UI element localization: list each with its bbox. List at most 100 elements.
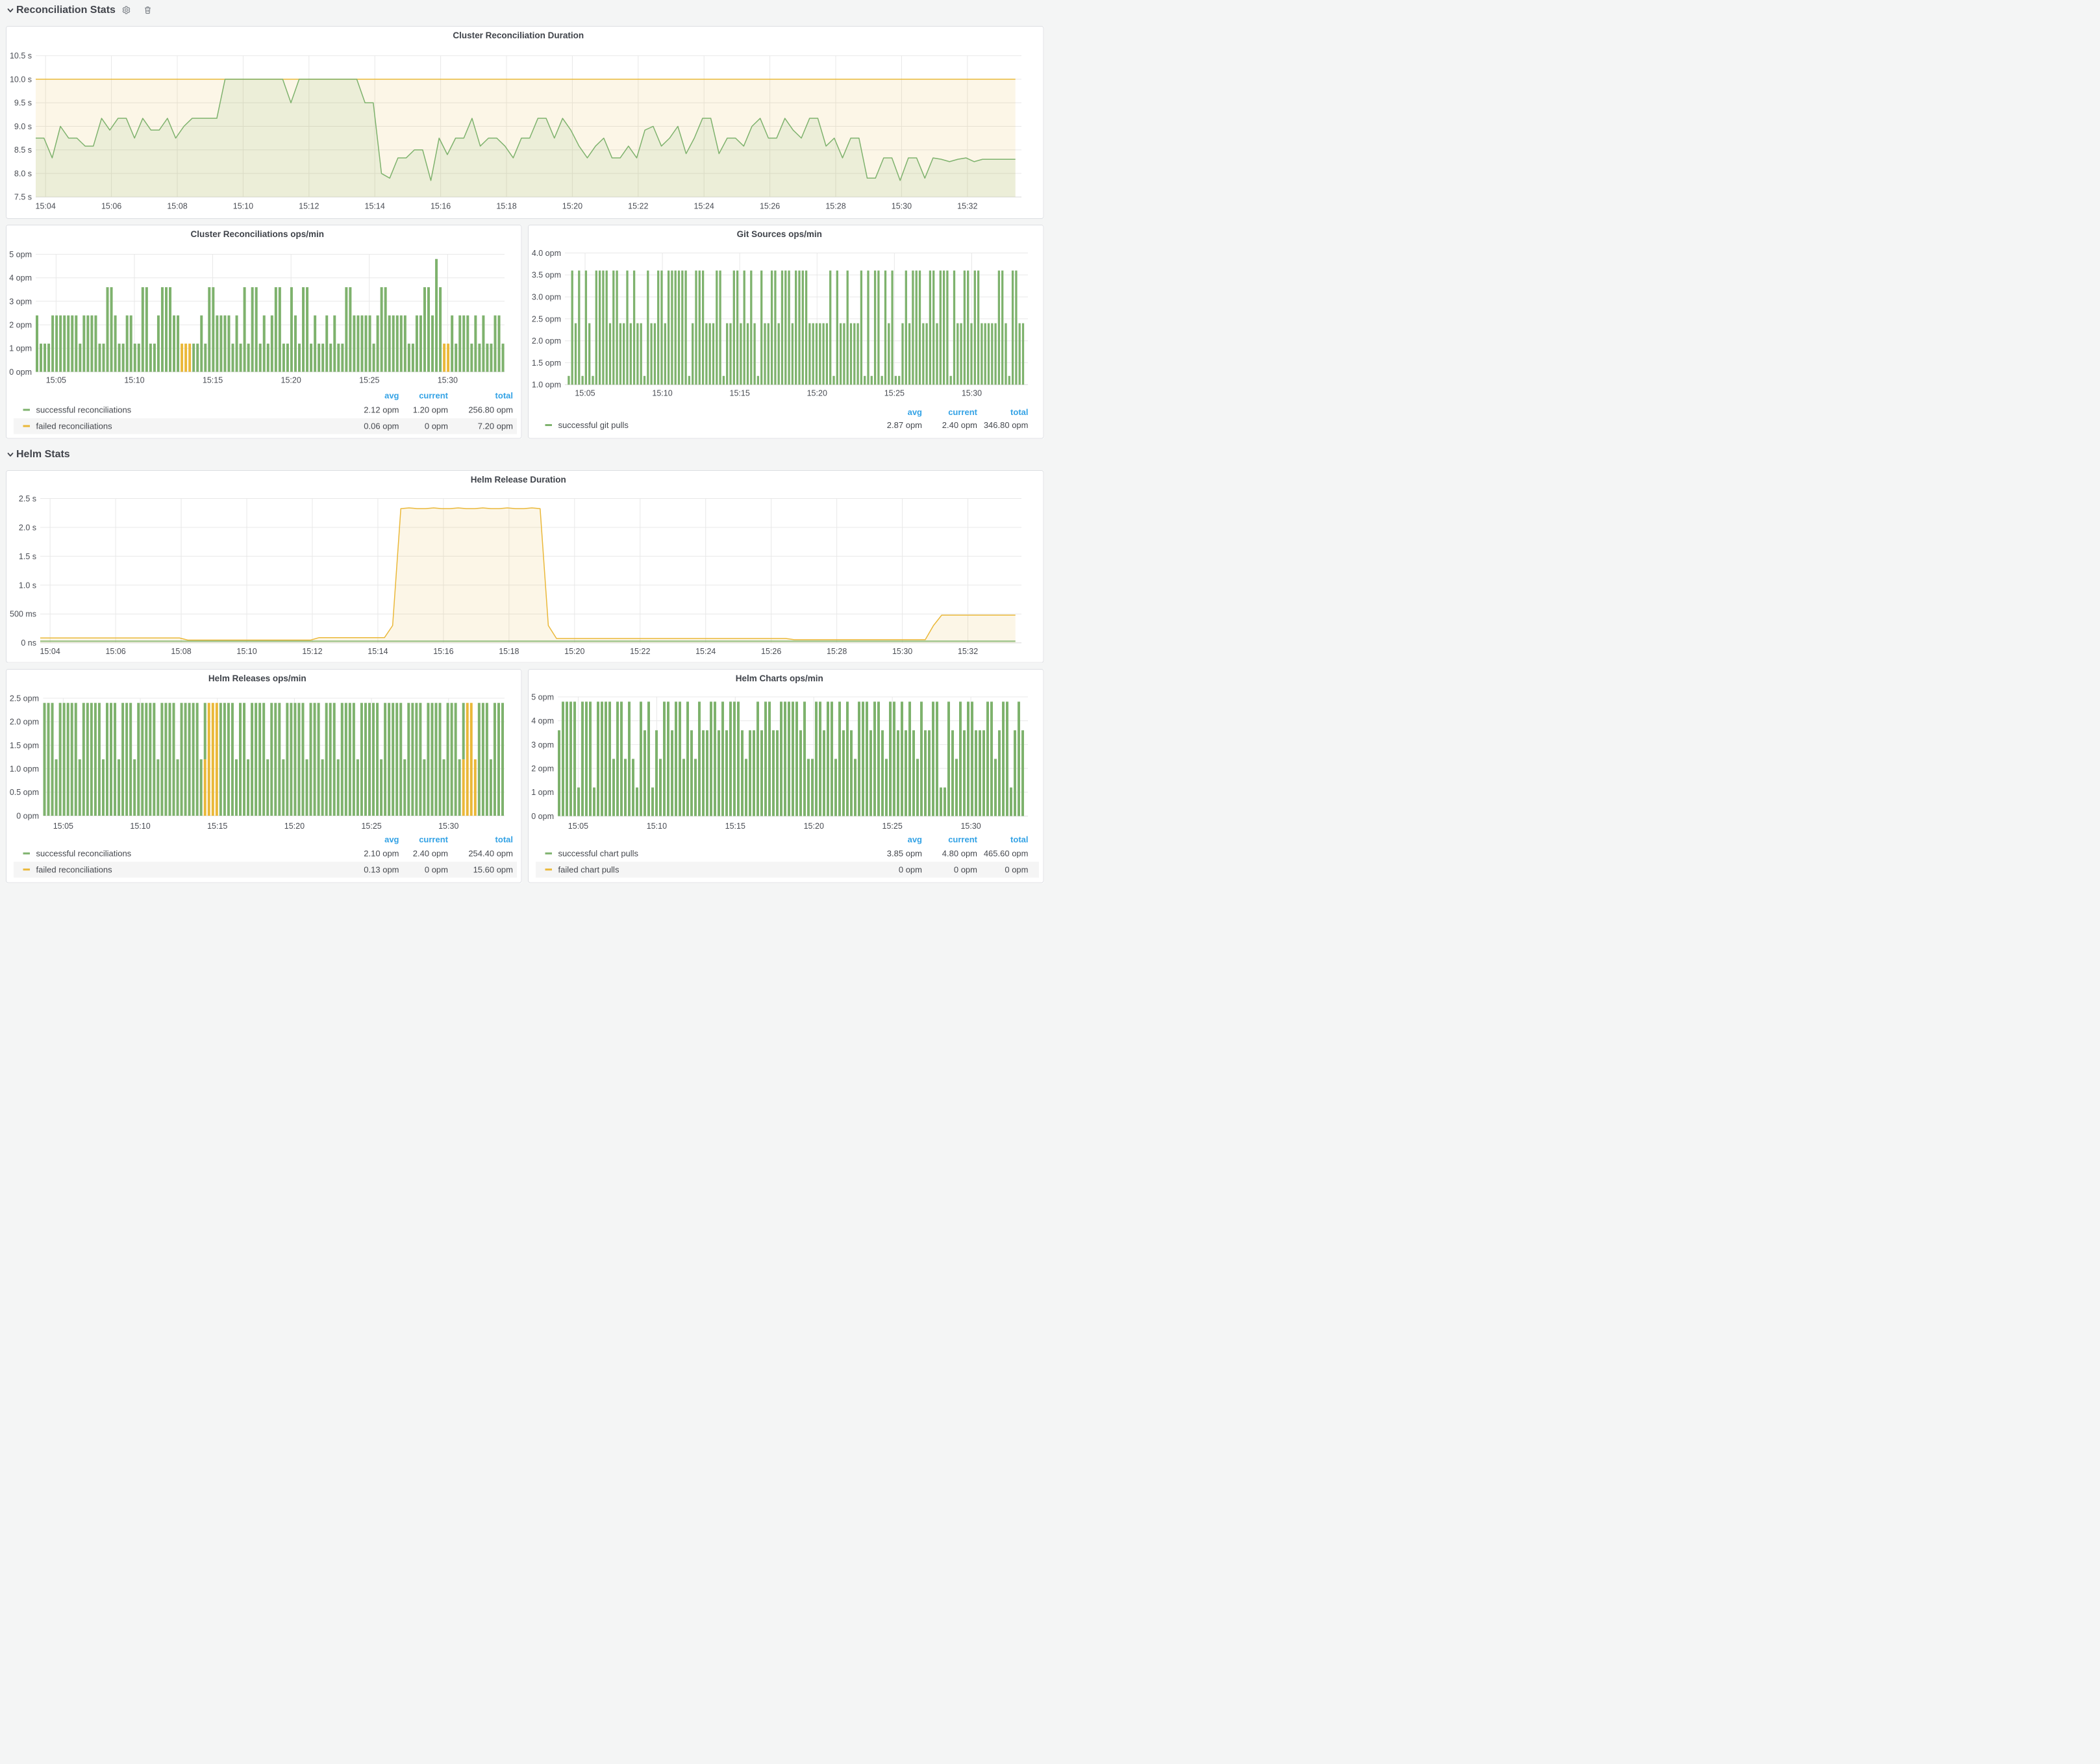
svg-text:3.85 opm: 3.85 opm [887,849,922,859]
svg-text:3.0 opm: 3.0 opm [532,292,561,301]
svg-text:0 opm: 0 opm [16,811,39,820]
svg-text:15:08: 15:08 [171,646,191,655]
svg-text:total: total [495,835,513,844]
svg-text:7.5 s: 7.5 s [14,192,32,201]
svg-text:15:32: 15:32 [958,646,978,655]
svg-text:2 opm: 2 opm [531,764,554,773]
svg-text:15:20: 15:20 [804,822,824,831]
svg-text:failed chart pulls: failed chart pulls [558,864,619,874]
svg-text:0 opm: 0 opm [425,422,448,431]
svg-text:4 opm: 4 opm [9,273,32,283]
svg-text:2.12 opm: 2.12 opm [364,405,399,415]
svg-text:254.40 opm: 254.40 opm [468,849,513,859]
svg-text:15:15: 15:15 [725,822,745,831]
svg-text:1.0 opm: 1.0 opm [10,764,39,774]
svg-text:1.5 s: 1.5 s [19,551,36,561]
svg-text:2.10 opm: 2.10 opm [364,849,399,859]
svg-text:avg: avg [384,835,399,844]
svg-text:avg: avg [908,835,922,844]
svg-text:4.0 opm: 4.0 opm [532,249,561,258]
svg-text:0.13 opm: 0.13 opm [364,864,399,874]
svg-text:15:16: 15:16 [433,646,453,655]
svg-text:15:30: 15:30 [892,201,912,210]
svg-text:Cluster Reconciliations ops/mi: Cluster Reconciliations ops/min [190,229,324,239]
svg-text:15:32: 15:32 [957,201,977,210]
svg-text:0 opm: 0 opm [954,864,977,874]
svg-text:15:05: 15:05 [568,822,588,831]
svg-text:15:15: 15:15 [207,822,227,831]
svg-text:2.40 opm: 2.40 opm [942,420,977,430]
svg-text:15:10: 15:10 [647,822,667,831]
svg-text:15:10: 15:10 [233,201,253,210]
svg-text:5 opm: 5 opm [9,250,32,259]
svg-text:15:18: 15:18 [499,646,519,655]
svg-text:0 opm: 0 opm [1005,864,1028,874]
svg-text:2 opm: 2 opm [9,320,32,329]
svg-text:15:14: 15:14 [368,646,388,655]
svg-text:0 opm: 0 opm [531,812,554,821]
svg-text:8.5 s: 8.5 s [14,145,32,155]
svg-text:current: current [419,391,448,401]
svg-text:0 opm: 0 opm [9,368,32,377]
svg-text:15:05: 15:05 [53,822,73,831]
svg-text:15:22: 15:22 [628,201,648,210]
svg-text:10.0 s: 10.0 s [10,75,32,84]
svg-text:500 ms: 500 ms [10,609,36,618]
svg-text:0 ns: 0 ns [21,638,36,648]
svg-text:15:20: 15:20 [564,646,584,655]
svg-text:1 opm: 1 opm [531,788,554,797]
svg-text:15:10: 15:10 [130,822,150,831]
svg-text:346.80 opm: 346.80 opm [984,420,1029,430]
svg-text:2.5 opm: 2.5 opm [532,314,561,323]
svg-text:15:30: 15:30 [960,822,981,831]
svg-text:15:20: 15:20 [284,822,305,831]
svg-text:1.0 opm: 1.0 opm [532,381,561,390]
svg-text:current: current [948,835,977,844]
svg-text:15:15: 15:15 [730,388,750,397]
svg-text:10.5 s: 10.5 s [10,51,32,60]
svg-text:3 opm: 3 opm [9,297,32,306]
svg-text:15:10: 15:10 [124,375,144,384]
svg-text:total: total [1010,407,1028,417]
svg-text:15:12: 15:12 [302,646,322,655]
svg-text:failed reconciliations: failed reconciliations [36,864,113,874]
svg-text:15:06: 15:06 [101,201,121,210]
svg-text:1.5 opm: 1.5 opm [10,741,39,750]
svg-text:15:26: 15:26 [761,646,781,655]
svg-text:9.0 s: 9.0 s [14,121,32,131]
svg-text:9.5 s: 9.5 s [14,98,32,107]
svg-text:2.40 opm: 2.40 opm [413,849,448,859]
svg-text:current: current [948,407,977,417]
svg-text:Cluster Reconciliation Duratio: Cluster Reconciliation Duration [453,31,584,40]
svg-text:Helm Releases ops/min: Helm Releases ops/min [208,674,306,683]
svg-text:15:28: 15:28 [825,201,845,210]
svg-text:15:26: 15:26 [760,201,780,210]
svg-text:Git Sources ops/min: Git Sources ops/min [737,229,822,239]
svg-text:4 opm: 4 opm [531,716,554,725]
svg-text:avg: avg [384,391,399,401]
svg-text:15:24: 15:24 [695,646,716,655]
svg-text:15:30: 15:30 [438,375,458,384]
svg-text:successful reconciliations: successful reconciliations [36,849,132,859]
svg-text:2.0 opm: 2.0 opm [10,718,39,727]
svg-text:15:25: 15:25 [884,388,905,397]
svg-text:Helm Charts ops/min: Helm Charts ops/min [736,674,823,683]
svg-text:0 opm: 0 opm [899,864,922,874]
svg-text:15:20: 15:20 [281,375,301,384]
svg-text:15:14: 15:14 [365,201,385,210]
svg-text:15:16: 15:16 [431,201,451,210]
svg-text:15.60 opm: 15.60 opm [473,864,513,874]
svg-text:4.80 opm: 4.80 opm [942,849,977,859]
svg-text:15:04: 15:04 [36,201,56,210]
svg-text:3.5 opm: 3.5 opm [532,271,561,280]
svg-text:successful reconciliations: successful reconciliations [36,405,132,415]
svg-text:2.0 s: 2.0 s [19,523,36,532]
svg-text:465.60 opm: 465.60 opm [984,849,1029,859]
svg-text:5 opm: 5 opm [531,692,554,701]
svg-text:15:24: 15:24 [694,201,714,210]
svg-text:total: total [495,391,513,401]
svg-text:failed reconciliations: failed reconciliations [36,422,113,431]
svg-text:15:20: 15:20 [562,201,582,210]
svg-text:0.5 opm: 0.5 opm [10,788,39,797]
svg-text:2.0 opm: 2.0 opm [532,336,561,346]
